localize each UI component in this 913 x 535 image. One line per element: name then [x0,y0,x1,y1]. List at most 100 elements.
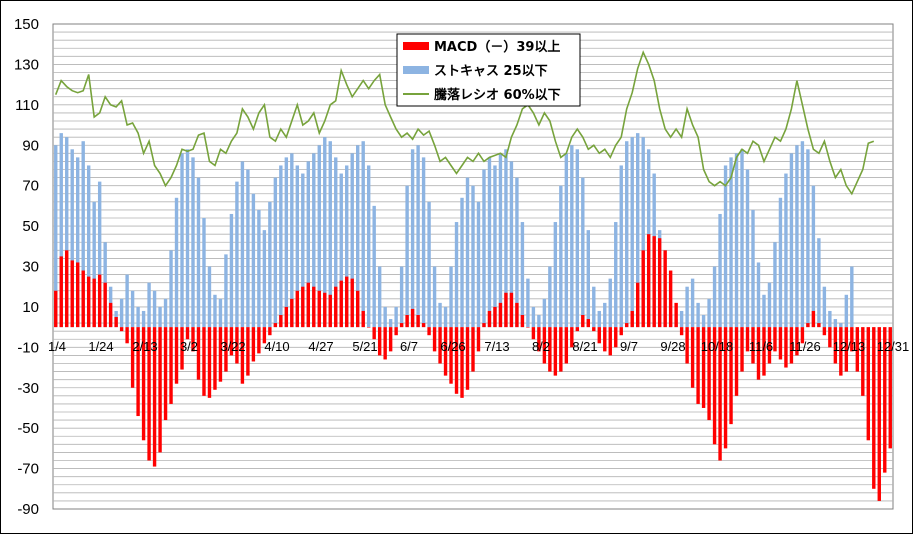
y-tick-label: 50 [22,218,39,235]
stochastic-bar [553,222,558,328]
stochastic-bar [564,153,569,328]
stochastic-bar [542,298,547,328]
macd-bar [817,323,821,328]
stochastic-bar [592,286,596,328]
macd-bar [191,327,195,352]
macd-bar [855,327,860,372]
macd-bar [872,327,876,489]
macd-bar [65,250,69,328]
stochastic-bar [81,141,85,328]
macd-bar [141,327,146,441]
x-tick-label: 4/27 [308,339,333,354]
macd-bar [323,292,327,328]
y-tick-label: -30 [17,380,39,397]
stochastic-bar [141,310,146,328]
macd-bar [482,323,486,328]
macd-bar [685,327,689,364]
stochastic-bar [207,266,212,328]
stochastic-bar [65,137,69,328]
stochastic-bar [811,185,816,328]
stochastic-bar [147,282,151,328]
stochastic-bar [844,294,849,328]
stochastic-bar [839,323,843,328]
x-tick-label: 11/26 [789,339,821,354]
macd-bar [850,327,854,352]
stochastic-bar [432,266,437,328]
macd-bar [498,302,503,328]
stochastic-bar [54,145,58,328]
legend-label-macd: MACD（－）39以上 [434,39,560,55]
macd-bar [119,327,124,332]
stochastic-bar [163,298,168,328]
stochastic-bar [756,262,761,328]
stochastic-bar [196,177,201,328]
macd-bar [487,310,492,328]
macd-bar [350,278,354,328]
macd-bar [180,327,184,370]
stochastic-bar [328,141,332,328]
stochastic-bar [405,185,409,328]
macd-bar [388,327,393,352]
macd-bar [114,317,118,328]
stochastic-bar [690,278,695,328]
macd-bar [861,327,865,396]
stochastic-bar [630,137,634,328]
macd-bar [888,327,892,449]
macd-bar [366,327,371,328]
macd-bar [663,250,667,328]
macd-bar [603,327,607,352]
stochastic-bar [636,133,640,328]
stochastic-bar [740,149,744,328]
x-tick-label: 9/28 [660,339,685,354]
stochastic-bar [817,238,821,328]
macd-bar [630,310,634,328]
macd-bar [553,327,558,376]
macd-bar [97,274,102,328]
stochastic-bar [603,302,607,328]
stochastic-bar [570,145,574,328]
stochastic-bar [537,315,541,328]
macd-bar [729,327,733,425]
macd-bar [273,323,278,328]
macd-bar [828,327,832,348]
stochastic-bar [773,242,777,328]
macd-bar [394,327,398,336]
macd-bar [443,327,448,376]
stochastic-bar [399,266,404,328]
macd-bar [295,290,300,328]
stochastic-bar [707,298,711,328]
macd-bar [504,292,508,328]
stochastic-bar [526,278,530,328]
macd-bar [811,310,816,328]
x-tick-label: 10/18 [701,339,734,354]
macd-bar [614,327,618,348]
macd-bar [229,327,234,356]
macd-bar [202,327,206,396]
x-tick-label: 5/21 [352,339,377,354]
stochastic-bar [136,306,140,328]
x-tick-label: 9/7 [620,339,638,354]
macd-bar [377,327,382,356]
stochastic-bar [224,254,228,328]
macd-bar [581,315,585,328]
macd-bar [421,323,426,328]
stochastic-bar [372,205,376,328]
stochastic-bar [745,169,750,328]
x-tick-label: 4/10 [264,339,289,354]
stochastic-bar [410,149,415,328]
stochastic-bar [202,218,206,328]
stochastic-bar [718,213,722,328]
y-tick-label: -70 [17,461,39,478]
stochastic-bar [92,201,96,328]
macd-bar [773,327,777,352]
macd-bar [476,327,481,352]
macd-bar [520,315,525,328]
macd-bar [169,327,173,404]
stochastic-bar [806,149,810,328]
stochastic-bar [323,137,327,328]
macd-bar [70,260,74,328]
macd-bar [619,327,623,336]
stochastic-bar [268,201,272,328]
stochastic-bar [619,165,623,328]
